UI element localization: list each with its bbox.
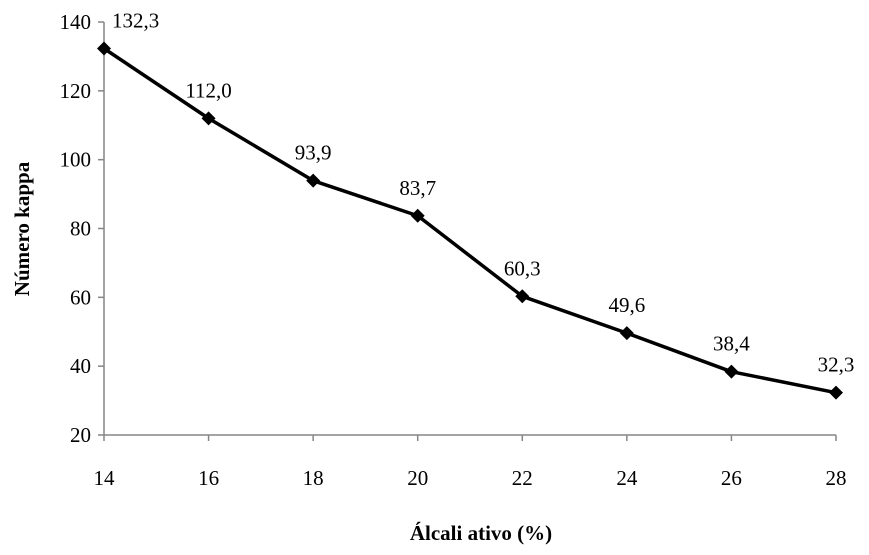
y-tick-label: 80 [70,217,91,241]
x-tick-label: 24 [616,466,638,490]
x-tick-label: 22 [512,466,533,490]
y-tick-label: 100 [60,148,92,172]
axes [98,21,837,441]
x-axis-tick-labels: 14 16 18 20 22 24 26 28 [94,466,847,490]
data-label: 132,3 [112,9,159,33]
data-label: 32,3 [818,353,855,377]
data-point-marker [515,289,530,304]
x-tick-label: 26 [721,466,742,490]
data-point-marker [306,173,321,188]
data-point-marker [724,364,739,379]
series [97,41,843,400]
data-label: 49,6 [608,293,645,317]
y-axis-tick-labels: 20 40 60 80 100 120 140 [60,10,92,447]
y-tick-label: 60 [70,285,91,309]
x-tick-label: 14 [94,466,116,490]
data-point-marker [619,326,634,341]
data-point-marker [410,208,425,223]
x-tick-label: 28 [826,466,847,490]
data-label: 112,0 [185,78,231,102]
data-point-marker [829,385,843,400]
y-tick-label: 20 [70,423,91,447]
y-tick-label: 120 [60,79,92,103]
x-tick-label: 18 [303,466,324,490]
y-axis-title: Número kappa [10,161,34,296]
series-line [103,47,837,395]
x-tick-label: 20 [407,466,428,490]
data-point-marker [201,111,216,126]
x-tick-label: 16 [198,466,219,490]
y-tick-label: 40 [70,354,91,378]
x-axis-title: Álcali ativo (%) [410,521,552,545]
data-labels: 132,3 112,0 93,9 83,7 60,3 49,6 38,4 32,3 [112,9,854,377]
data-label: 38,4 [713,332,750,356]
data-label: 83,7 [399,176,436,200]
data-label: 60,3 [504,256,541,280]
data-label: 93,9 [295,141,332,165]
data-point-marker [97,41,111,56]
y-tick-label: 140 [60,10,92,34]
